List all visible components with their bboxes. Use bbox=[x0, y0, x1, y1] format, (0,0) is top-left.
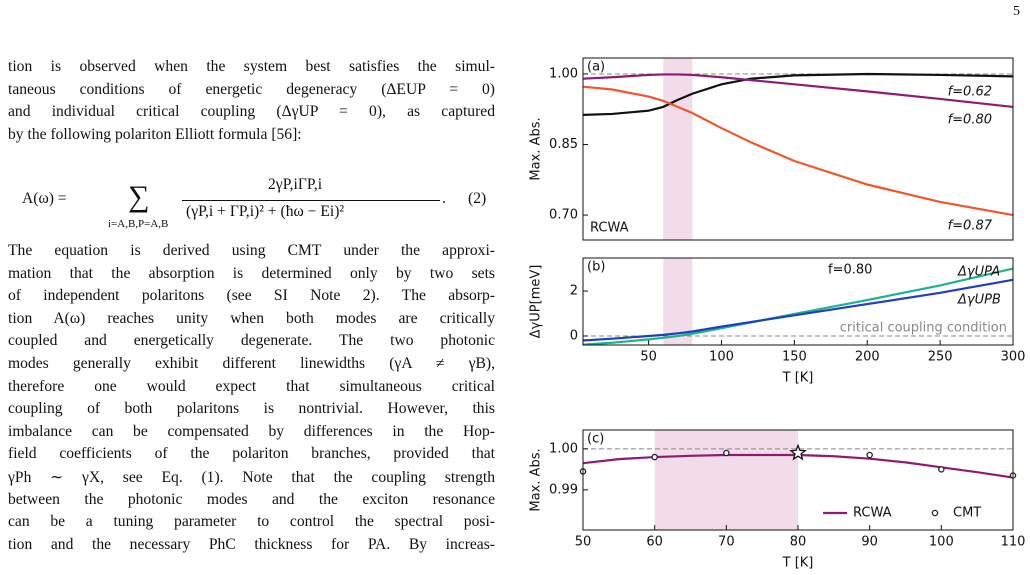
series-label: ΔγUPB bbox=[957, 293, 1001, 308]
legend-label: RCWA bbox=[853, 506, 892, 521]
y-tick-label: 0.99 bbox=[549, 482, 578, 497]
eq-denominator: (γP,i + ΓP,i)² + (ħω − Ei)² bbox=[186, 203, 345, 220]
series-label: ΔγUPA bbox=[957, 265, 1000, 280]
legend-marker bbox=[931, 509, 939, 517]
y-axis-label: ΔγUP[meV] bbox=[529, 265, 544, 339]
series-label: f=0.62 bbox=[948, 85, 992, 100]
x-tick-label: 100 bbox=[709, 350, 734, 365]
text-line: taneous conditions of energetic degenera… bbox=[8, 80, 495, 98]
annotation: RCWA bbox=[590, 221, 629, 236]
series-line bbox=[582, 267, 1014, 346]
y-tick-label: 0.85 bbox=[549, 137, 578, 152]
x-tick-label: 50 bbox=[575, 535, 592, 550]
y-tick-label: 0 bbox=[570, 329, 578, 344]
text-line: The equation is derived using CMT under … bbox=[8, 242, 495, 259]
text-line: coupling of both polaritons is nontrivia… bbox=[8, 400, 495, 418]
x-axis-label: T [K] bbox=[782, 556, 814, 571]
plot-frame bbox=[582, 257, 1014, 346]
text-line: coupled and energetically degenerate. Th… bbox=[8, 332, 495, 350]
eq-sum-index: i=A,B,P=A,B bbox=[108, 218, 169, 230]
x-tick-label: 50 bbox=[640, 350, 657, 365]
series-line bbox=[582, 85, 1014, 217]
shade bbox=[663, 258, 693, 345]
text-line: can be a tuning parameter to control the… bbox=[8, 513, 495, 531]
text-line: γPh ∼ γX, see Eq. (1). Note that the cou… bbox=[8, 469, 495, 486]
eq-lhs: A(ω) = bbox=[22, 190, 67, 207]
y-axis-label: Max. Abs. bbox=[529, 448, 544, 511]
eq-end: . bbox=[442, 190, 446, 207]
eq-fraction-bar bbox=[182, 200, 440, 201]
text-line: modes generally exhibit different linewi… bbox=[8, 355, 495, 372]
y-tick-label: 1.00 bbox=[549, 66, 578, 81]
y-tick-label: 2 bbox=[570, 284, 578, 299]
text-line: therefore one would expect that simultan… bbox=[8, 377, 495, 395]
annotation: f=0.80 bbox=[828, 263, 872, 278]
legend-label: CMT bbox=[953, 506, 981, 521]
series-label: f=0.80 bbox=[948, 113, 992, 128]
eq-number: (2) bbox=[468, 190, 487, 207]
text-line: tion is observed when the system best sa… bbox=[8, 58, 495, 75]
text-line: by the following polariton Elliott formu… bbox=[8, 125, 302, 143]
eq-sum: ∑ bbox=[128, 180, 150, 213]
x-tick-label: 200 bbox=[855, 350, 880, 365]
series-line bbox=[582, 278, 1014, 342]
text-line: field coefficients of the polariton bran… bbox=[8, 445, 495, 463]
x-tick-label: 150 bbox=[782, 350, 807, 365]
series-line bbox=[582, 73, 1014, 109]
x-tick-label: 70 bbox=[718, 535, 735, 550]
x-tick-label: 90 bbox=[861, 535, 878, 550]
text-line: imbalance can be compensated by differen… bbox=[8, 422, 495, 440]
y-axis-label: Max. Abs. bbox=[529, 117, 544, 180]
shade bbox=[654, 430, 798, 530]
series-label: f=0.87 bbox=[948, 219, 993, 234]
x-tick-label: 110 bbox=[1001, 535, 1026, 550]
marker bbox=[723, 449, 730, 457]
panel-label: (b) bbox=[587, 260, 605, 275]
x-axis-label: T [K] bbox=[782, 371, 814, 386]
shade bbox=[663, 58, 693, 240]
text-line: of independent polaritons (see SI Note 2… bbox=[8, 287, 495, 305]
panel-label: (a) bbox=[587, 60, 605, 75]
y-tick-label: 0.70 bbox=[549, 208, 578, 223]
plot-frame bbox=[582, 429, 1014, 531]
x-tick-label: 100 bbox=[929, 535, 954, 550]
panel-label: (c) bbox=[587, 432, 604, 447]
plot-frame bbox=[582, 57, 1014, 241]
x-tick-label: 60 bbox=[646, 535, 663, 550]
eq-numerator: 2γP,iΓP,i bbox=[268, 176, 323, 193]
text-line: tion A(ω) reaches unity when both modes … bbox=[8, 309, 495, 327]
x-tick-label: 300 bbox=[1001, 350, 1026, 365]
page-number: 5 bbox=[1013, 4, 1020, 19]
marker bbox=[866, 451, 873, 459]
text-line: tion and the necessary PhC thickness for… bbox=[8, 535, 495, 553]
text-line: mation that the absorption is determined… bbox=[8, 264, 495, 282]
series-line bbox=[582, 72, 1014, 117]
marker bbox=[938, 466, 945, 473]
x-tick-label: 80 bbox=[790, 535, 807, 550]
marker bbox=[651, 453, 658, 461]
text-line: between the photonic modes and the excit… bbox=[8, 490, 495, 508]
reference-label: critical coupling condition bbox=[840, 321, 1007, 336]
x-tick-label: 250 bbox=[928, 350, 953, 365]
y-tick-label: 1.00 bbox=[549, 441, 578, 456]
text-line: and individual critical coupling (ΔγUP =… bbox=[8, 103, 495, 121]
star-marker bbox=[789, 443, 807, 461]
